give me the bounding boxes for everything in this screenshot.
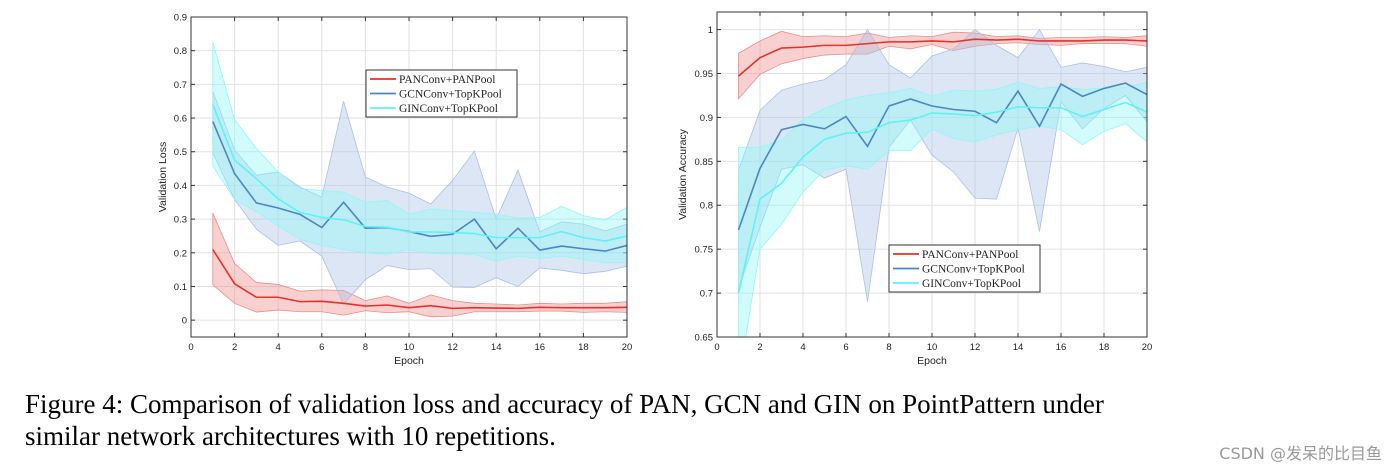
x-tick-label: 12 — [447, 342, 458, 353]
y-tick-label: 0.8 — [174, 46, 187, 57]
band-pan — [738, 30, 1147, 101]
y-tick-label: 0.3 — [174, 215, 187, 226]
y-tick-label: 1 — [708, 25, 713, 36]
validation-accuracy-chart: 0 2 4 6 8 10 12 14 16 18 20 0.65 0.7 0.75 0.8 0.85 0.9 0.… — [677, 11, 1153, 367]
line-pan — [212, 248, 627, 310]
x-tick-label: 20 — [1142, 342, 1153, 353]
legend-label: PANConv+PANPool — [399, 74, 495, 86]
band-gin — [212, 41, 627, 264]
x-tick-label: 16 — [535, 342, 546, 353]
y-tick-label: 0.9 — [174, 13, 187, 24]
x-tick-label: 18 — [1099, 342, 1110, 353]
x-tick-label: 10 — [404, 342, 415, 353]
x-tick-label: 12 — [970, 342, 981, 353]
band-gcn — [212, 90, 627, 305]
legend: PANConv+PANPool GCNConv+TopKPool GINConv+T… — [888, 244, 1041, 293]
x-axis-label: Epoch — [394, 355, 424, 367]
y-tick-label: 0.2 — [174, 248, 187, 259]
caption-line-1: Figure 4: Comparison of validation loss … — [25, 389, 1104, 419]
band-pan — [212, 212, 627, 318]
y-tick-label: 0.8 — [700, 201, 713, 212]
x-tick-label: 0 — [188, 342, 193, 353]
y-tick-label: 0.85 — [695, 157, 714, 168]
y-tick-label: 0.95 — [695, 69, 714, 80]
x-tick-label: 18 — [578, 342, 589, 353]
y-tick-label: 0.1 — [174, 282, 187, 293]
y-tick-label: 0.9 — [700, 113, 713, 124]
x-tick-label: 6 — [319, 342, 324, 353]
axes-box — [190, 16, 628, 338]
x-tick-label: 14 — [1013, 342, 1024, 353]
band-gin — [738, 81, 1147, 337]
caption-line-2: similar network architectures with 10 re… — [25, 421, 556, 451]
y-tick-label: 0 — [182, 316, 187, 327]
legend: PANConv+PANPool GCNConv+TopKPool GINConv+T… — [365, 69, 518, 118]
validation-loss-chart: 0 2 4 6 8 10 12 14 16 18 20 0 0.1 0.2 0.3 0.4 0.5 0.6 0.7 0… — [157, 13, 632, 368]
x-tick-label: 2 — [757, 342, 762, 353]
y-tick-label: 0.65 — [695, 333, 714, 344]
y-axis-label: Validation Loss — [157, 142, 169, 212]
line-gcn — [212, 121, 627, 252]
legend-label: PANConv+PANPool — [922, 249, 1018, 261]
y-tick-label: 0.7 — [174, 80, 187, 91]
line-gcn — [737, 82, 1147, 231]
x-tick-label: 10 — [927, 342, 938, 353]
x-tick-label: 0 — [714, 342, 719, 353]
y-tick-label: 0.5 — [174, 147, 187, 158]
line-gin — [212, 104, 627, 242]
legend-label: GINConv+TopKPool — [399, 103, 498, 115]
legend-label: GCNConv+TopKPool — [399, 89, 502, 101]
x-tick-label: 8 — [363, 342, 368, 353]
axes-box — [716, 11, 1148, 338]
x-tick-label: 8 — [886, 342, 891, 353]
y-tick-label: 0.7 — [700, 289, 713, 300]
y-axis-label: Validation Accuracy — [677, 128, 689, 220]
x-tick-label: 14 — [491, 342, 502, 353]
x-tick-label: 16 — [1056, 342, 1067, 353]
x-tick-label: 4 — [800, 342, 805, 353]
legend-label: GCNConv+TopKPool — [922, 264, 1025, 276]
x-tick-label: 2 — [232, 342, 237, 353]
band-gcn — [738, 28, 1147, 302]
watermark: CSDN @发呆的比目鱼 — [1219, 444, 1382, 463]
x-axis-label: Epoch — [917, 355, 947, 367]
x-tick-label: 4 — [276, 342, 281, 353]
y-tick-label: 0.4 — [174, 181, 187, 192]
plot-area — [737, 28, 1147, 337]
line-gin — [737, 101, 1147, 294]
x-tick-label: 20 — [622, 342, 633, 353]
x-tick-label: 6 — [843, 342, 848, 353]
figure-charts: 0 2 4 6 8 10 12 14 16 18 2000.10.20.30.40.50.60.70… — [157, 11, 1153, 368]
y-tick-label: 0.75 — [695, 245, 714, 256]
figure-caption: Figure 4: Comparison of validation loss … — [25, 388, 1365, 452]
plot-area — [212, 41, 627, 318]
legend-label: GINConv+TopKPool — [922, 278, 1021, 290]
line-pan — [737, 38, 1147, 77]
y-tick-label: 0.6 — [174, 114, 187, 125]
